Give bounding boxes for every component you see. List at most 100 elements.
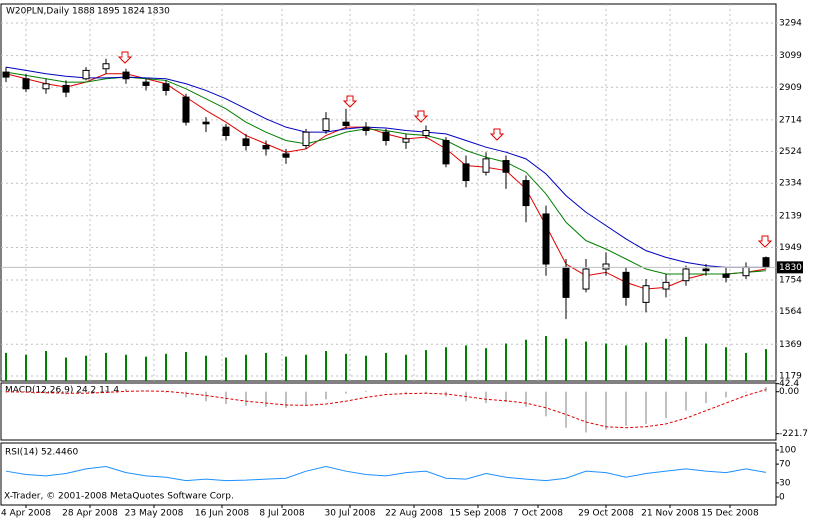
macd-bar [765,387,767,392]
macd-bar [125,388,127,392]
volume-bar [245,354,247,381]
line [5,465,767,482]
x-tick-label: 21 Nov 2008 [641,509,699,519]
macd-bar [245,391,247,406]
macd-bar [385,391,387,393]
macd-bar [705,391,707,404]
candle-body [162,83,170,91]
candle-body [42,83,50,90]
y-tick-label: 1369 [779,340,802,350]
volume-bar [405,354,407,381]
candle-body [662,281,670,290]
macd-bar [605,391,607,430]
rsi-title: RSI(14) 52.4460 [5,448,78,458]
y-tick-label: 30 [779,478,791,488]
candle-body [742,266,750,277]
y-tick-label: 2524 [779,147,802,157]
macd-bar [565,391,567,428]
macd-title: MACD(12,26,9) 24.2 11.4 [5,386,119,396]
main-panel [0,3,777,382]
candle-body [462,163,470,182]
y-tick-label: 2714 [779,115,802,125]
candle-body [342,121,350,126]
y-tick-label: 1949 [779,243,802,253]
volume-bar [565,338,567,381]
footer: X-Trader, © 2001-2008 MetaQuotes Softwar… [4,492,234,502]
macd-bar [285,391,287,408]
candle-body [262,145,270,150]
macd-bar [305,391,307,405]
y-tick-label: 2139 [779,211,802,221]
arrow [757,235,773,248]
macd-bar [725,391,727,398]
chart-title: W20PLN,Daily [6,7,70,17]
volume-bar [685,336,687,381]
candle-body [82,69,90,80]
macd-bar [425,391,427,394]
volume-bar [545,336,547,381]
volume-bar [765,349,767,381]
x-tick-label: 7 Oct 2008 [513,509,563,519]
arrow [117,51,133,64]
arrow [413,110,429,123]
volume-bar [305,354,307,381]
candle-body [422,130,430,137]
macd-bar [185,391,187,398]
macd-bar [265,391,267,407]
macd-bar [365,390,367,392]
volume-bar [65,357,67,381]
volume-bar [285,356,287,381]
candle-body [2,71,10,78]
candle-body [402,138,410,143]
volume-bar [725,347,727,381]
x-tick-label: 8 Jul 2008 [259,509,304,519]
y-tick-label: 0 [779,493,785,503]
macd-bar [85,391,87,393]
rsi-panel [0,442,777,506]
candle-body [682,268,690,282]
volume-bar [325,351,327,381]
candle-body [482,158,490,173]
arrow [342,95,358,108]
macd-bar [745,391,747,393]
volume-bar [465,345,467,381]
macd-bar [345,391,347,394]
macd-bar [205,391,207,402]
candle-body [282,153,290,158]
x-tick-label: 28 Apr 2008 [62,509,118,519]
y-tick-label: 42.4 [779,379,799,389]
x-tick-label: 15 Dec 2008 [701,509,759,519]
volume-bar [445,347,447,381]
x-tick-label: 15 Sep 2008 [449,509,506,519]
macd-bar [625,391,627,426]
volume-bar [705,343,707,381]
macd-bar [105,389,107,392]
macd-bar [5,390,7,392]
candle-body [382,131,390,142]
x-tick-label: 29 Oct 2008 [578,509,634,519]
candle-body [242,138,250,147]
volume-bar [745,352,747,381]
ohlc-high: 1895 [97,7,120,17]
candle-body [702,268,710,272]
volume-bar [265,352,267,381]
ohlc-close: 1830 [147,7,170,17]
volume-bar [385,352,387,381]
y-tick-label: 3099 [779,51,802,61]
macd-bar [405,391,407,394]
volume-bar [25,354,27,381]
candle-body [562,266,570,298]
ohlc-low: 1824 [122,7,145,17]
candle-body [322,118,330,132]
candle-body [142,81,150,86]
volume-bar [505,343,507,381]
volume-bar [485,348,487,381]
macd-bar [485,391,487,404]
macd-bar [545,391,547,417]
macd-bar [325,391,327,400]
volume-bar [345,353,347,381]
volume-bar [5,352,7,381]
candle-body [22,78,30,90]
